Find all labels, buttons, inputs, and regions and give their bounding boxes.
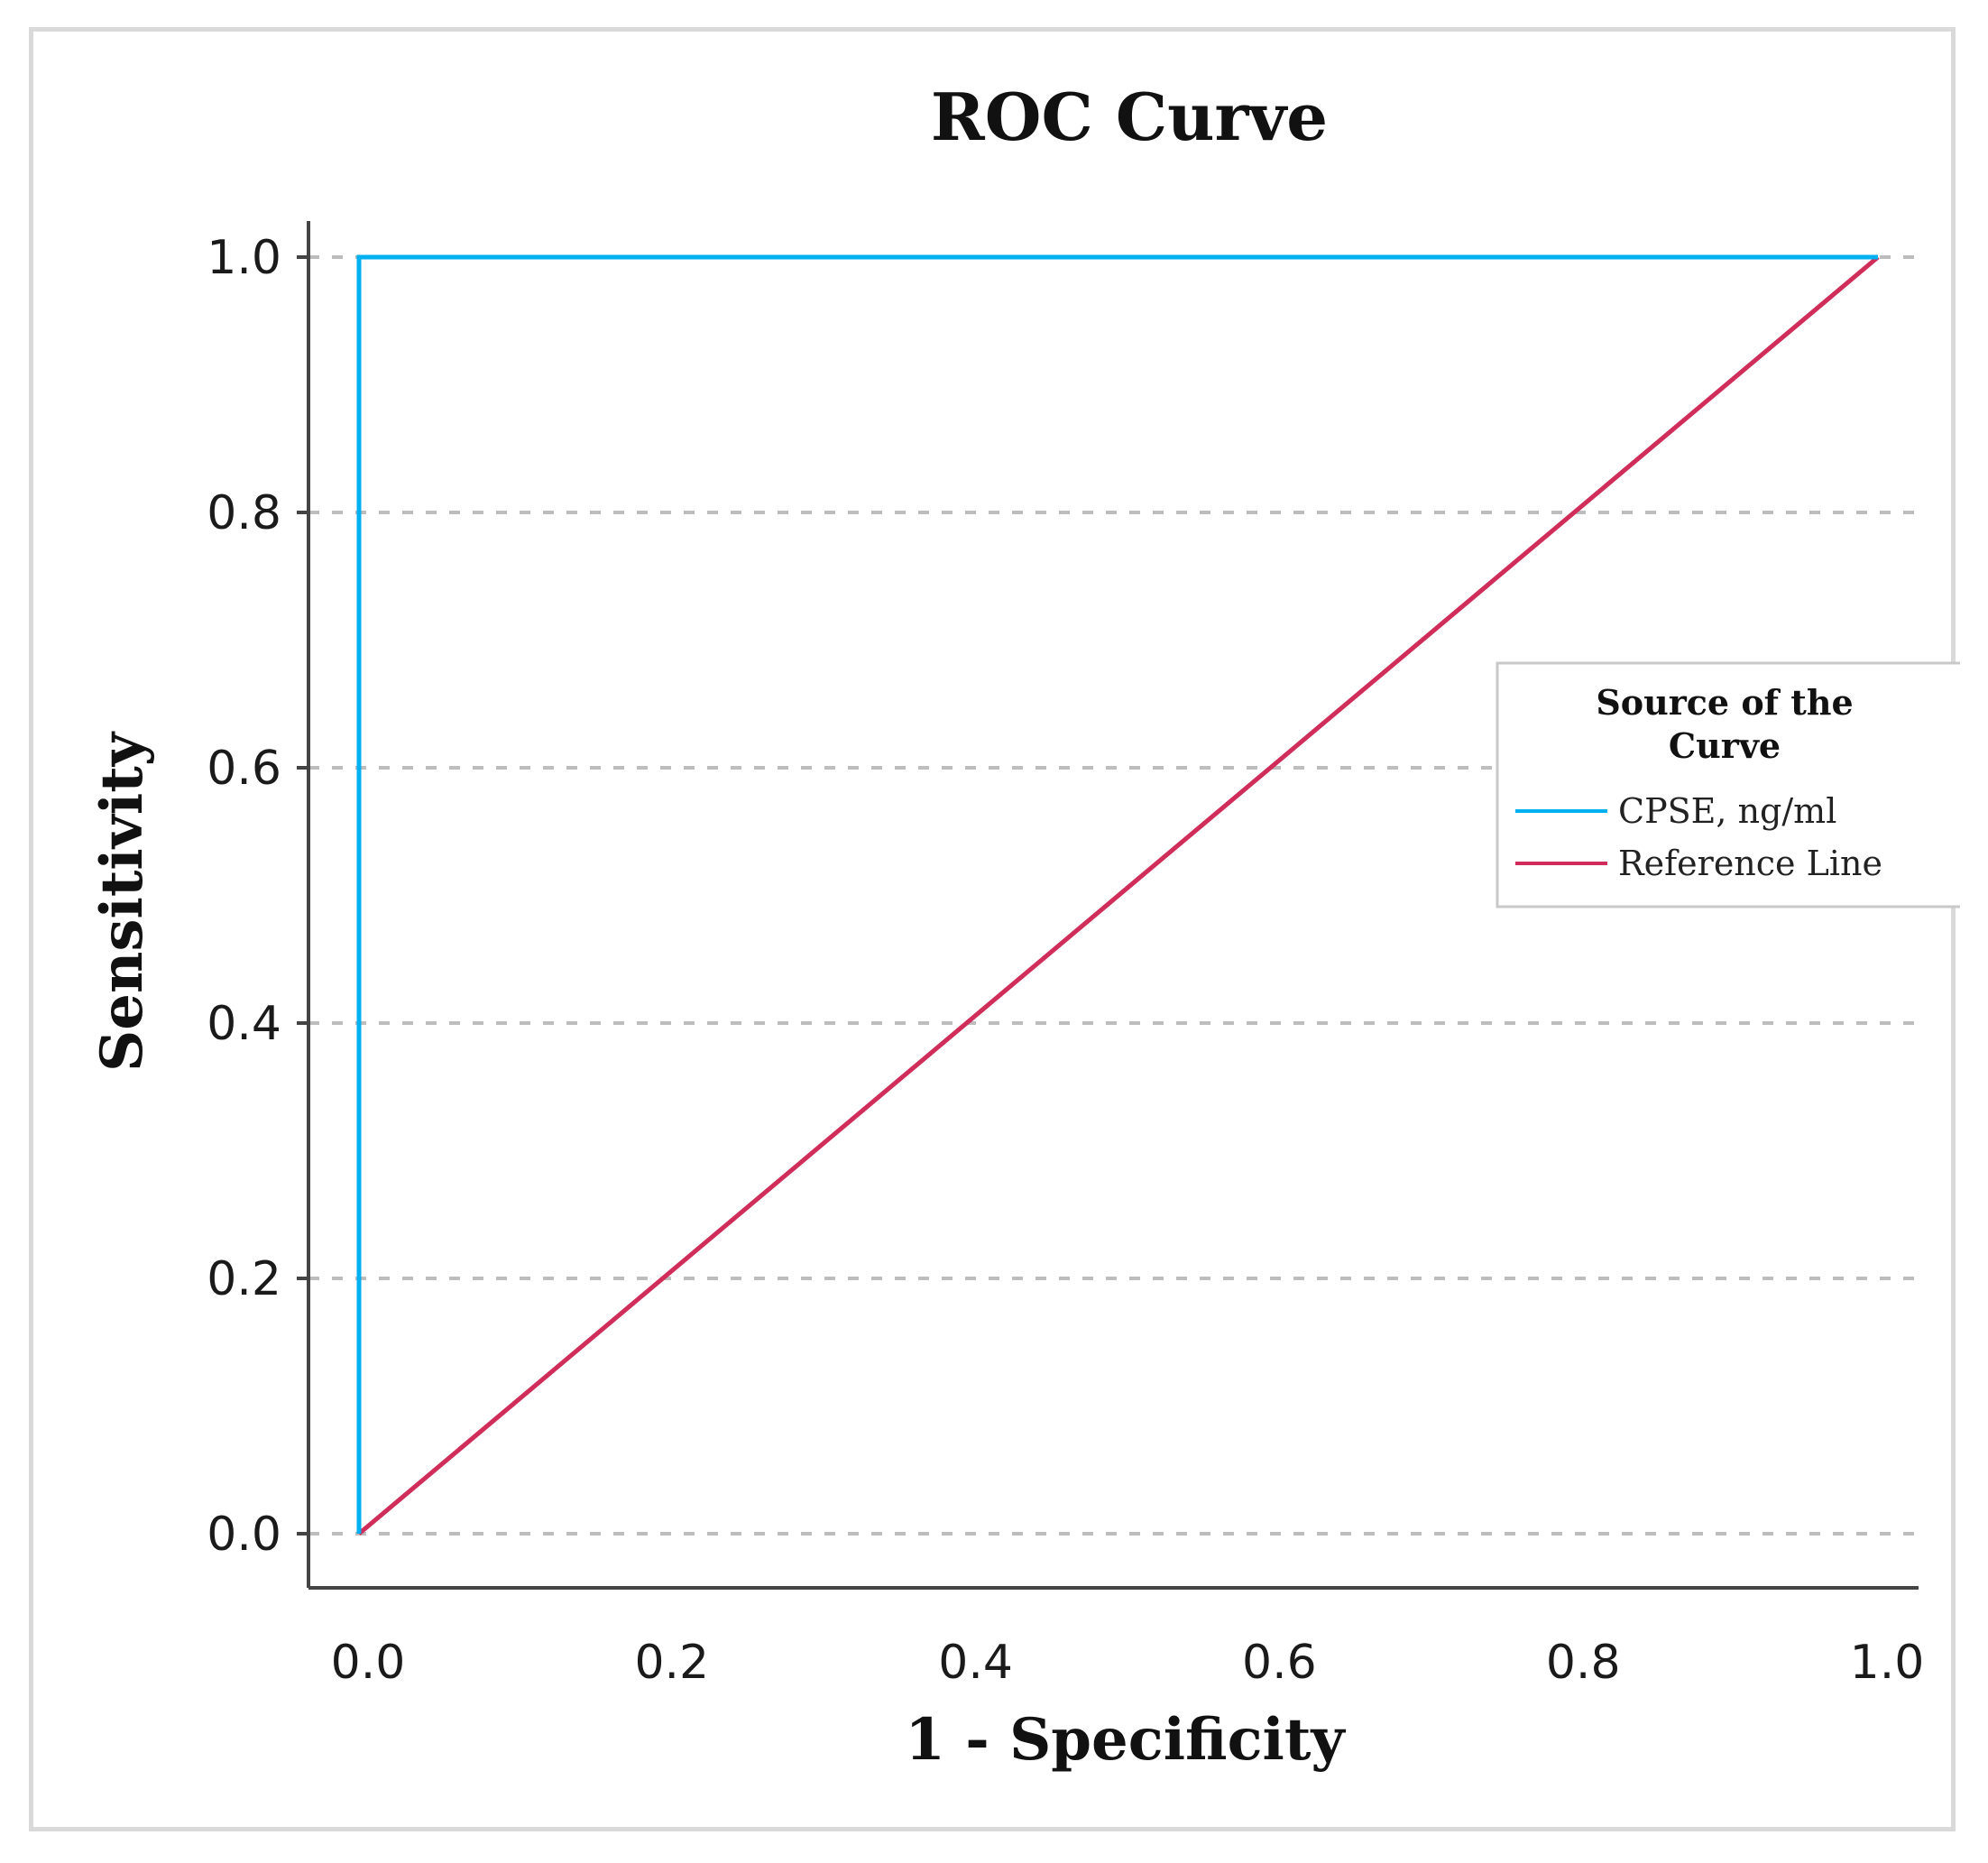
- x-axis-title: 1 - Specificity: [905, 1706, 1346, 1774]
- legend-title-line-2: Curve: [1669, 725, 1781, 766]
- y-axis-title: Sensitivity: [88, 731, 156, 1072]
- series-line-cpse-ng-ml: [356, 254, 1878, 1534]
- y-tick-label-2: 0.4: [207, 997, 281, 1051]
- y-tick-label-4: 0.8: [207, 486, 281, 540]
- y-tick-label-0: 0.0: [207, 1508, 281, 1562]
- legend: Source of the Curve CPSE, ng/ml Referenc…: [1496, 661, 1960, 908]
- x-tick-label-0: 0.0: [331, 1636, 406, 1690]
- y-tick-label-1: 0.2: [207, 1252, 281, 1306]
- x-ticks: 0.0 0.2 0.4 0.6 0.8 1.0: [331, 1636, 1925, 1690]
- chart-title: ROC Curve: [931, 78, 1328, 155]
- x-tick-label-4: 0.8: [1546, 1636, 1621, 1690]
- legend-box: [1496, 661, 1960, 908]
- roc-chart: ROC Curve 0.00.20.40.60.81.0 0.0 0.2 0.4 0.…: [88, 78, 1960, 1774]
- x-tick-label-5: 1.0: [1850, 1636, 1925, 1690]
- series-line-reference-line: [357, 255, 1880, 1536]
- x-tick-label-3: 0.6: [1242, 1636, 1317, 1690]
- x-tick-label-1: 0.2: [634, 1636, 709, 1690]
- legend-title-line-1: Source of the: [1596, 682, 1853, 723]
- legend-label-reference-line: Reference Line: [1618, 844, 1882, 883]
- y-tick-label-5: 1.0: [207, 231, 281, 285]
- series-lines: [356, 254, 1880, 1536]
- chart-frame: ROC Curve 0.0 0.2 0.4 0.6 0.8 1.0 0.0 0.2 0.4 0.…: [29, 27, 1960, 1831]
- y-tick-label-3: 0.6: [207, 742, 281, 796]
- x-tick-label-2: 0.4: [938, 1636, 1013, 1690]
- y-ticks: 0.0 0.2 0.4 0.6 0.8 1.0: [207, 231, 308, 1562]
- legend-label-cpse: CPSE, ng/ml: [1618, 791, 1836, 831]
